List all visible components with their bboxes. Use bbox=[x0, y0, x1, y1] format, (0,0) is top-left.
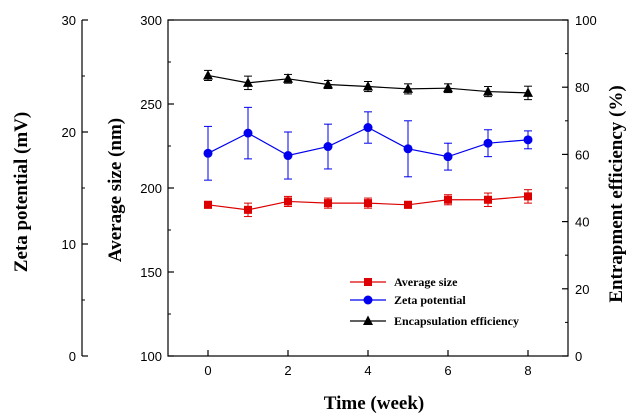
legend-label-average-size: Average size bbox=[394, 275, 458, 289]
zeta-tick-label: 0 bbox=[69, 349, 76, 364]
efficiency-tick-label: 80 bbox=[575, 80, 589, 95]
legend-label-zeta-potential: Zeta potential bbox=[394, 293, 466, 307]
legend-item-average-size: Average size bbox=[350, 275, 458, 289]
data-point bbox=[244, 205, 252, 214]
data-point bbox=[523, 87, 533, 97]
data-point bbox=[283, 73, 293, 83]
x-tick-label: 0 bbox=[204, 363, 211, 378]
legend-marker-average-size bbox=[364, 278, 372, 286]
size-tick-label: 150 bbox=[140, 265, 162, 280]
data-point bbox=[203, 69, 213, 80]
data-point bbox=[483, 86, 493, 96]
data-point bbox=[443, 152, 453, 162]
size-tick-label: 200 bbox=[140, 181, 162, 196]
zeta-tick-label: 30 bbox=[62, 13, 76, 28]
data-point bbox=[443, 82, 453, 93]
x-tick-label: 4 bbox=[364, 363, 371, 378]
data-point bbox=[323, 79, 333, 89]
data-point bbox=[484, 195, 492, 204]
legend-item-zeta-potential: Zeta potential bbox=[350, 293, 466, 307]
data-point bbox=[243, 128, 253, 138]
efficiency-tick-label: 40 bbox=[575, 215, 589, 230]
data-point bbox=[204, 200, 212, 209]
plot-frame bbox=[167, 19, 569, 357]
series-zeta-potential bbox=[203, 106, 533, 181]
efficiency-tick-label: 60 bbox=[575, 147, 589, 162]
zeta-axis-title: Zeta potential (mV) bbox=[11, 112, 32, 272]
efficiency-tick-label: 20 bbox=[575, 282, 589, 297]
legend-item-encapsulation-efficiency: Encapsulation efficiency bbox=[350, 314, 519, 328]
legend-label-encapsulation-efficiency: Encapsulation efficiency bbox=[394, 314, 519, 328]
legend-marker-zeta-potential bbox=[363, 295, 373, 305]
x-tick-label: 6 bbox=[444, 363, 451, 378]
series-layer bbox=[203, 69, 533, 218]
x-tick-label: 8 bbox=[524, 363, 531, 378]
size-tick-label: 300 bbox=[140, 13, 162, 28]
legend: Average size Zeta potential Encapsulatio… bbox=[350, 275, 519, 328]
series-average-size bbox=[204, 189, 532, 218]
legend-marker-encapsulation-efficiency bbox=[363, 315, 373, 325]
data-point bbox=[324, 199, 332, 208]
efficiency-axis-title: Entrapment efficiency (%) bbox=[606, 85, 627, 302]
efficiency-tick-label: 0 bbox=[575, 349, 582, 364]
x-axis-title: Time (week) bbox=[324, 393, 424, 414]
size-tick-label: 100 bbox=[140, 349, 162, 364]
efficiency-tick-label: 100 bbox=[575, 13, 597, 28]
data-point bbox=[364, 199, 372, 208]
data-point bbox=[283, 151, 293, 161]
size-tick-label: 250 bbox=[140, 97, 162, 112]
data-point bbox=[284, 197, 292, 206]
data-point bbox=[243, 77, 253, 87]
data-point bbox=[363, 123, 373, 133]
zeta-tick-label: 10 bbox=[62, 237, 76, 252]
size-axis-title: Average size (nm) bbox=[105, 118, 126, 262]
data-point bbox=[523, 135, 533, 145]
data-point bbox=[404, 200, 412, 209]
data-point bbox=[203, 148, 213, 158]
series-encapsulation-efficiency bbox=[203, 69, 533, 101]
zeta-tick-label: 20 bbox=[62, 125, 76, 140]
data-point bbox=[483, 138, 493, 148]
data-point bbox=[524, 192, 532, 201]
x-tick-label: 2 bbox=[284, 363, 291, 378]
data-point bbox=[363, 81, 373, 91]
data-point bbox=[444, 195, 452, 204]
data-point bbox=[323, 142, 333, 152]
data-point bbox=[403, 144, 413, 154]
data-point bbox=[403, 83, 413, 93]
